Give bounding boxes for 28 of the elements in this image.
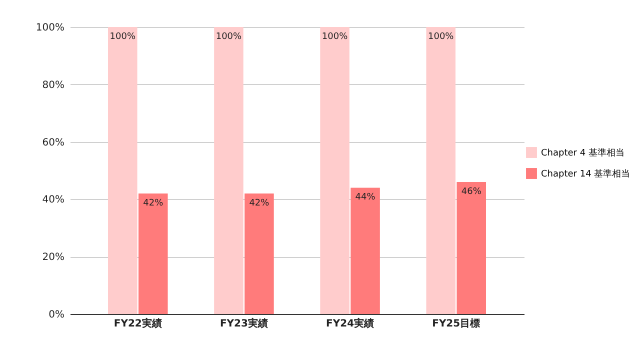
- bar: [456, 182, 486, 314]
- bar: [214, 27, 244, 314]
- data-label: 42%: [143, 198, 164, 208]
- data-label: 46%: [461, 186, 482, 197]
- x-tick-label: FY24実績: [326, 318, 374, 330]
- y-tick-label: 0%: [48, 310, 64, 320]
- x-tick-label: FY25目標: [432, 318, 480, 330]
- data-label: 100%: [428, 32, 454, 42]
- y-tick-label: 40%: [42, 194, 64, 206]
- x-tick-label: FY23実績: [220, 318, 268, 330]
- y-tick-label: 80%: [42, 80, 64, 91]
- data-label: 42%: [249, 198, 270, 208]
- y-tick-label: 20%: [42, 252, 64, 264]
- bar: [138, 193, 168, 314]
- y-tick-label: 60%: [42, 137, 64, 148]
- bar: [426, 27, 456, 314]
- legend-label: Chapter 4 基準相当: [541, 148, 624, 158]
- data-label: 44%: [355, 192, 376, 203]
- y-tick-label: 100%: [36, 22, 64, 34]
- legend-label: Chapter 14 基準相当: [541, 168, 630, 180]
- bar: [320, 27, 350, 314]
- bar: [350, 188, 380, 314]
- bar: [108, 27, 138, 314]
- x-tick-label: FY22実績: [114, 318, 162, 330]
- data-label: 100%: [322, 32, 348, 42]
- data-label: 100%: [216, 32, 242, 42]
- bar: [244, 193, 274, 314]
- data-label: 100%: [110, 32, 136, 42]
